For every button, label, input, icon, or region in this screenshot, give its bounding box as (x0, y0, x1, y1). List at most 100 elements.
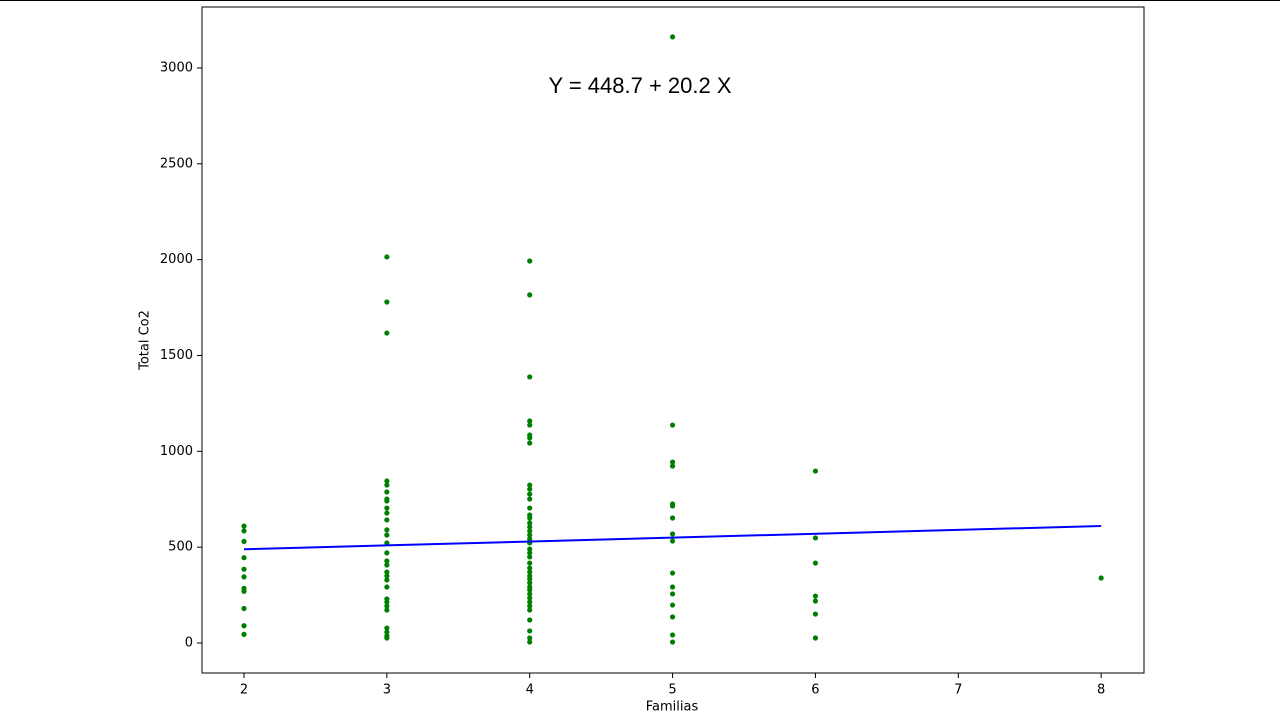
data-point (812, 535, 819, 541)
data-point (669, 422, 676, 428)
x-tick-label: 8 (1097, 683, 1105, 698)
equation-annotation: Y = 448.7 + 20.2 X (548, 73, 731, 98)
data-point (384, 527, 390, 533)
data-point (527, 560, 533, 566)
data-point (241, 538, 247, 545)
data-point (527, 569, 533, 575)
data-point (384, 540, 390, 546)
data-point (669, 570, 676, 576)
data-point (527, 528, 533, 534)
data-point (812, 468, 819, 474)
data-point (241, 523, 247, 529)
data-point (812, 593, 819, 599)
data-point (527, 628, 533, 634)
data-point (527, 607, 533, 613)
data-point (527, 515, 533, 521)
data-point (1098, 575, 1104, 581)
data-point (384, 510, 390, 516)
data-point (669, 602, 676, 608)
data-point (527, 591, 533, 597)
data-point (527, 520, 533, 526)
data-point (527, 532, 533, 538)
data-point (527, 496, 533, 502)
data-point (527, 554, 533, 560)
data-point (812, 598, 819, 604)
data-point (527, 422, 533, 428)
data-point (527, 587, 533, 593)
data-point (812, 560, 819, 566)
x-tick-label: 7 (954, 683, 962, 698)
data-point (384, 330, 390, 336)
x-tick-label: 2 (240, 683, 248, 698)
data-point (812, 611, 819, 617)
data-point (527, 536, 533, 542)
data-point (527, 635, 533, 641)
data-point (241, 588, 247, 594)
data-point (384, 599, 390, 605)
data-point (384, 569, 390, 575)
data-point (669, 34, 676, 40)
data-point (669, 632, 676, 638)
data-point (669, 531, 676, 537)
data-point (241, 605, 247, 612)
data-point (669, 459, 676, 465)
data-point (384, 629, 390, 635)
data-point (384, 573, 390, 579)
data-point (527, 435, 533, 441)
y-tick-label: 500 (168, 540, 193, 555)
data-point (384, 603, 390, 609)
data-point (669, 463, 676, 469)
data-point (527, 505, 533, 511)
y-tick-label: 2500 (160, 156, 193, 171)
data-point (527, 491, 533, 497)
data-point (527, 576, 533, 582)
data-point (527, 486, 533, 492)
data-point (527, 550, 533, 556)
data-point (527, 546, 533, 552)
x-tick-label: 4 (526, 683, 534, 698)
data-point (241, 528, 247, 534)
data-point (384, 478, 390, 484)
data-point (527, 524, 533, 530)
data-point (527, 599, 533, 605)
data-point (527, 603, 533, 609)
data-point (669, 639, 676, 645)
y-tick-label: 1000 (160, 444, 193, 459)
data-point (669, 614, 676, 620)
data-point (384, 498, 390, 504)
data-point (384, 299, 390, 305)
data-point (669, 503, 676, 509)
data-point (669, 591, 676, 597)
data-point (241, 574, 247, 580)
data-point (527, 418, 533, 424)
data-point (384, 532, 390, 538)
data-point (241, 555, 247, 561)
data-point (384, 489, 390, 495)
data-point (384, 635, 390, 641)
data-point (527, 617, 533, 623)
data-point (384, 505, 390, 511)
data-point (384, 550, 390, 556)
data-point (527, 482, 533, 488)
x-tick-label: 5 (668, 683, 676, 698)
data-point (527, 292, 533, 298)
data-point (384, 584, 390, 590)
data-point (527, 580, 533, 586)
data-point (527, 374, 533, 380)
y-tick-label: 2000 (160, 252, 193, 267)
data-point (384, 577, 390, 583)
data-point (384, 517, 390, 523)
data-point (669, 584, 676, 590)
fit-line (243, 525, 1102, 551)
x-axis-label: Familias (646, 700, 699, 715)
data-point (669, 538, 676, 544)
data-point (384, 482, 390, 488)
data-point (241, 623, 247, 629)
data-point (527, 440, 533, 446)
data-point (527, 258, 533, 264)
data-point (384, 607, 390, 613)
y-tick-label: 3000 (160, 60, 193, 75)
data-point (527, 565, 533, 571)
data-point (384, 625, 390, 631)
